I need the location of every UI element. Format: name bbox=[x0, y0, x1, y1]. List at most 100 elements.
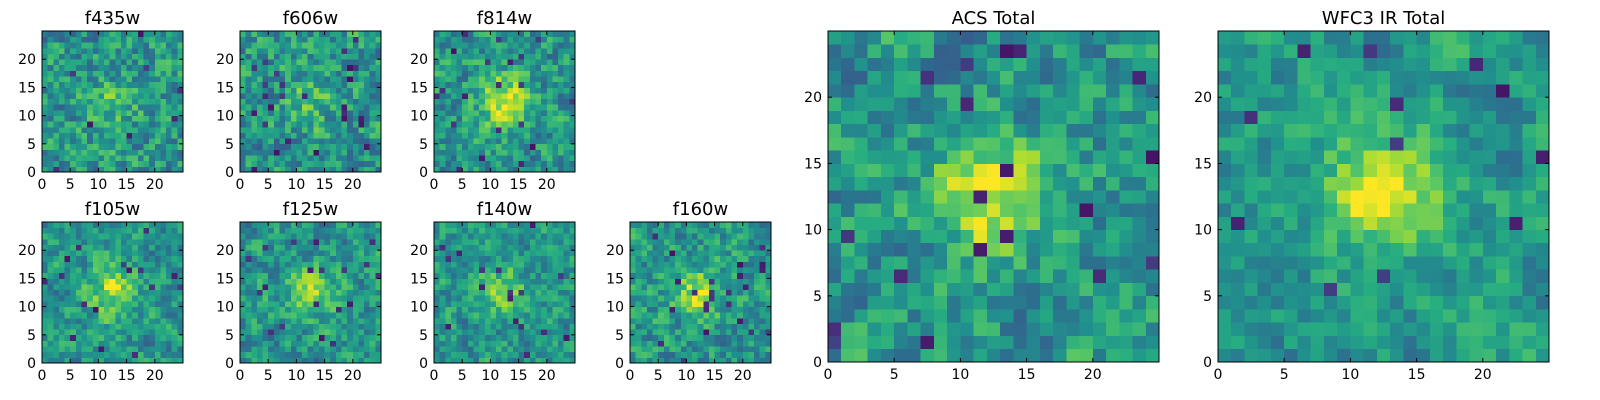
heatmap-cell bbox=[479, 53, 486, 60]
heatmap-cell bbox=[251, 59, 258, 66]
heatmap-cell bbox=[109, 64, 116, 71]
heatmap-cell bbox=[501, 334, 508, 341]
heatmap-cell bbox=[149, 346, 156, 353]
heatmap-cell bbox=[171, 267, 178, 274]
heatmap-cell bbox=[58, 109, 65, 116]
heatmap-cell bbox=[171, 323, 178, 330]
heatmap-cell bbox=[841, 295, 855, 310]
heatmap-cell bbox=[467, 346, 474, 353]
heatmap-cell bbox=[104, 238, 111, 245]
heatmap-cell bbox=[524, 289, 531, 296]
heatmap-cell bbox=[445, 104, 452, 111]
heatmap-cell bbox=[347, 295, 354, 302]
heatmap-cell bbox=[154, 295, 161, 302]
heatmap-cell bbox=[445, 115, 452, 122]
heatmap-cell bbox=[104, 284, 111, 291]
heatmap-cell bbox=[313, 138, 320, 145]
heatmap-cell bbox=[973, 150, 988, 164]
heatmap-cell bbox=[467, 300, 474, 307]
heatmap-cell bbox=[285, 357, 292, 364]
heatmap-cell bbox=[680, 267, 687, 274]
heatmap-cell bbox=[563, 138, 570, 145]
heatmap-cell bbox=[462, 36, 469, 43]
heatmap-cell bbox=[748, 312, 755, 319]
heatmap-cell bbox=[742, 306, 749, 313]
heatmap-cell bbox=[507, 227, 514, 234]
heatmap-cell bbox=[87, 323, 94, 330]
x-tick-label: 15 bbox=[510, 177, 528, 193]
heatmap-cell bbox=[330, 76, 337, 83]
heatmap-cell bbox=[98, 233, 105, 240]
heatmap-cell bbox=[754, 340, 761, 347]
heatmap-cell bbox=[307, 64, 314, 71]
heatmap-cell bbox=[375, 233, 382, 240]
heatmap-cell bbox=[445, 289, 452, 296]
heatmap-cell bbox=[240, 284, 247, 291]
heatmap-cell bbox=[58, 334, 65, 341]
heatmap-cell bbox=[132, 64, 139, 71]
heatmap-cell bbox=[47, 351, 54, 358]
heatmap-cell bbox=[501, 166, 508, 173]
heatmap-cell bbox=[335, 334, 342, 341]
heatmap-cell bbox=[484, 227, 491, 234]
heatmap-cell bbox=[132, 104, 139, 111]
heatmap-cell bbox=[347, 317, 354, 324]
heatmap-cell bbox=[302, 166, 309, 173]
heatmap-cell bbox=[708, 244, 715, 251]
heatmap-cell bbox=[120, 87, 127, 94]
heatmap-cell bbox=[907, 229, 922, 244]
heatmap-cell bbox=[479, 132, 486, 139]
heatmap-cell bbox=[880, 335, 895, 350]
heatmap-cell bbox=[177, 334, 184, 341]
heatmap-cell bbox=[680, 227, 687, 234]
heatmap-cell bbox=[279, 132, 286, 139]
heatmap-cell bbox=[1092, 269, 1107, 283]
heatmap-cell bbox=[658, 272, 665, 279]
heatmap-cell bbox=[686, 300, 693, 307]
heatmap-cell bbox=[546, 278, 553, 285]
heatmap-cell bbox=[496, 109, 503, 116]
heatmap-cell bbox=[166, 261, 173, 268]
heatmap-cell bbox=[445, 346, 452, 353]
heatmap-cell bbox=[450, 272, 457, 279]
x-tick-label: 5 bbox=[264, 368, 273, 384]
heatmap-cell bbox=[245, 351, 252, 358]
y-tick-label: 0 bbox=[225, 356, 234, 372]
heatmap-cell bbox=[358, 98, 365, 105]
heatmap-cell bbox=[166, 76, 173, 83]
heatmap-cell bbox=[518, 42, 525, 49]
heatmap-cell bbox=[313, 312, 320, 319]
heatmap-cell bbox=[154, 284, 161, 291]
heatmap-cell bbox=[434, 149, 441, 156]
heatmap-cell bbox=[120, 132, 127, 139]
heatmap-cell bbox=[154, 267, 161, 274]
heatmap-cell bbox=[126, 132, 133, 139]
heatmap-cell bbox=[290, 109, 297, 116]
heatmap-cell bbox=[64, 244, 71, 251]
heatmap-cell bbox=[518, 132, 525, 139]
heatmap-cell bbox=[154, 93, 161, 100]
heatmap-cell bbox=[364, 42, 371, 49]
heatmap-cell bbox=[143, 138, 150, 145]
heatmap-cell bbox=[109, 255, 116, 262]
heatmap-cell bbox=[641, 300, 648, 307]
heatmap-cell bbox=[1066, 322, 1080, 336]
heatmap-cell bbox=[456, 272, 463, 279]
heatmap-cell bbox=[42, 70, 49, 77]
heatmap-cell bbox=[115, 261, 122, 268]
x-tick-label: 20 bbox=[538, 177, 556, 193]
heatmap-cell bbox=[692, 255, 699, 262]
heatmap-cell bbox=[335, 250, 342, 257]
heatmap-cell bbox=[439, 250, 446, 257]
heatmap-cell bbox=[439, 42, 446, 49]
heatmap-cell bbox=[120, 59, 127, 66]
heatmap-cell bbox=[484, 47, 491, 54]
heatmap-cell bbox=[330, 155, 337, 162]
heatmap-cell bbox=[563, 222, 570, 229]
heatmap-cell bbox=[652, 278, 659, 285]
heatmap-cell bbox=[268, 109, 275, 116]
heatmap-cell bbox=[456, 121, 463, 128]
heatmap-cell bbox=[479, 143, 486, 150]
heatmap-cell bbox=[473, 36, 480, 43]
y-tick-label: 20 bbox=[216, 243, 234, 259]
